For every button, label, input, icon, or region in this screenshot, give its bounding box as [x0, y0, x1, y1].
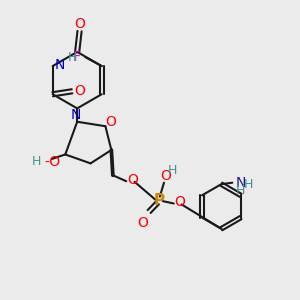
Text: O: O [174, 195, 185, 209]
Text: -O: -O [44, 155, 61, 169]
Text: N: N [236, 176, 246, 190]
Text: O: O [75, 84, 86, 98]
Text: O: O [160, 169, 171, 183]
Text: H: H [168, 164, 177, 177]
Text: H: H [243, 178, 253, 191]
Text: O: O [127, 173, 138, 187]
Text: O: O [74, 17, 85, 31]
Text: F: F [73, 50, 81, 64]
Text: N: N [55, 58, 65, 71]
Text: H: H [68, 51, 77, 64]
Text: H: H [32, 155, 41, 168]
Text: O: O [138, 216, 148, 230]
Text: N: N [70, 108, 81, 122]
Text: H: H [236, 184, 245, 196]
Text: P: P [153, 193, 164, 208]
Text: O: O [105, 116, 116, 129]
